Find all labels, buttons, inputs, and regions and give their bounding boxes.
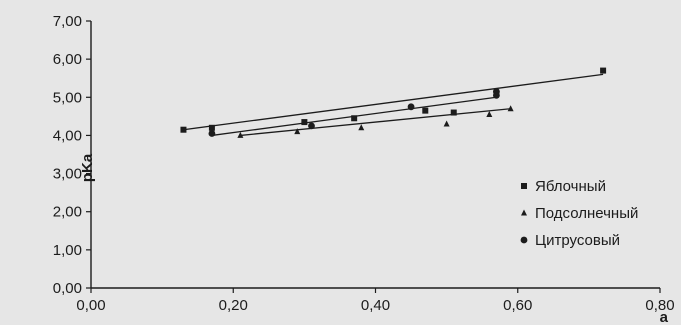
data-point xyxy=(450,109,457,116)
tick-labels: 0,00 1,00 2,00 3,00 4,00 5,00 6,00 7,00 0,00 0,20… xyxy=(53,13,675,314)
data-point xyxy=(208,130,216,137)
legend-label: Цитрусовый xyxy=(535,232,620,249)
y-tick-label: 3,00 xyxy=(53,166,82,183)
y-tick-label: 2,00 xyxy=(53,204,82,221)
x-tick-label: 0,60 xyxy=(503,297,532,314)
legend-label: Подсолнечный xyxy=(535,205,638,222)
data-point xyxy=(422,107,429,114)
trendline xyxy=(183,73,604,131)
data-point xyxy=(308,122,315,130)
y-tick-label: 7,00 xyxy=(53,13,82,30)
data-point xyxy=(208,124,215,131)
data-point xyxy=(351,115,358,122)
x-axis-label: a xyxy=(660,309,669,325)
y-tick-label: 0,00 xyxy=(53,280,82,297)
x-tick-label: 0,00 xyxy=(76,297,105,314)
y-tick-label: 4,00 xyxy=(53,127,82,144)
axes xyxy=(86,20,661,293)
x-tick-label: 0,80 xyxy=(645,297,674,314)
data-point xyxy=(493,88,500,95)
data-point xyxy=(507,105,514,112)
y-tick-label: 6,00 xyxy=(53,51,82,68)
data-point xyxy=(180,126,187,133)
data-points xyxy=(180,67,607,138)
y-axis-label: pKa xyxy=(79,153,96,182)
data-point xyxy=(301,119,308,126)
trendline xyxy=(240,108,511,137)
y-tick-label: 5,00 xyxy=(53,89,82,106)
legend-marker xyxy=(521,183,527,189)
data-point xyxy=(237,131,244,138)
data-point xyxy=(407,103,415,111)
data-point xyxy=(600,67,607,74)
legend: Яблочный Подсолнечный Цитрусовый xyxy=(520,178,638,249)
legend-marker xyxy=(520,236,528,244)
legend-marker xyxy=(521,209,527,216)
x-tick-label: 0,40 xyxy=(361,297,390,314)
data-point xyxy=(358,124,365,131)
legend-label: Яблочный xyxy=(535,178,606,195)
x-tick-label: 0,20 xyxy=(219,297,248,314)
data-point xyxy=(486,110,493,117)
y-tick-label: 1,00 xyxy=(53,242,82,259)
trendlines xyxy=(183,73,604,137)
data-point xyxy=(294,128,301,135)
data-point xyxy=(443,120,450,127)
